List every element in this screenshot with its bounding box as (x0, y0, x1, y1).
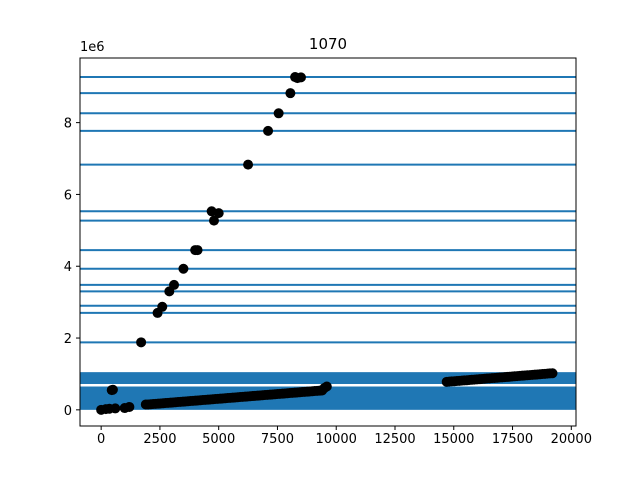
plot-area (80, 72, 576, 415)
x-tick-label: 5000 (202, 432, 235, 447)
x-tick-label: 2500 (143, 432, 176, 447)
scatter-point (107, 384, 118, 395)
x-tick-label: 7500 (261, 432, 294, 447)
x-tick-label: 17500 (492, 432, 533, 447)
scatter-point (178, 263, 189, 274)
scatter-point (110, 403, 121, 414)
scatter-point (140, 399, 151, 410)
axes: 0 2500 5000 7500 10000 12500 15000 17500 20000 0 2… (64, 57, 592, 447)
scatter-point (208, 215, 219, 226)
scatter-point (169, 279, 180, 290)
scatter-point (547, 368, 558, 379)
chart-title: 1070 (309, 35, 347, 53)
axes-frame (79, 57, 577, 427)
scatter-point (136, 337, 147, 348)
y-tick-label: 6 (64, 188, 72, 203)
scatter-point (321, 381, 332, 392)
scatter-point (295, 72, 306, 83)
scatter-point (124, 401, 135, 412)
scatter-point (192, 245, 203, 256)
x-tick-label: 20000 (551, 432, 592, 447)
scatter-point (243, 159, 254, 170)
scatter-point (273, 108, 284, 119)
y-tick-label: 0 (64, 404, 72, 419)
x-tick-label: 15000 (433, 432, 474, 447)
scatter-point (213, 208, 224, 219)
y-offset-label: 1e6 (80, 40, 105, 55)
scatter-point (285, 88, 296, 99)
x-tick-label: 12500 (374, 432, 415, 447)
x-tick-label: 0 (97, 432, 105, 447)
x-tick-label: 10000 (316, 432, 357, 447)
y-tick-label: 8 (64, 117, 72, 132)
y-tick-label: 2 (64, 332, 72, 347)
scatter-point (263, 125, 274, 136)
scatter-point (157, 301, 168, 312)
y-tick-label: 4 (64, 260, 72, 275)
